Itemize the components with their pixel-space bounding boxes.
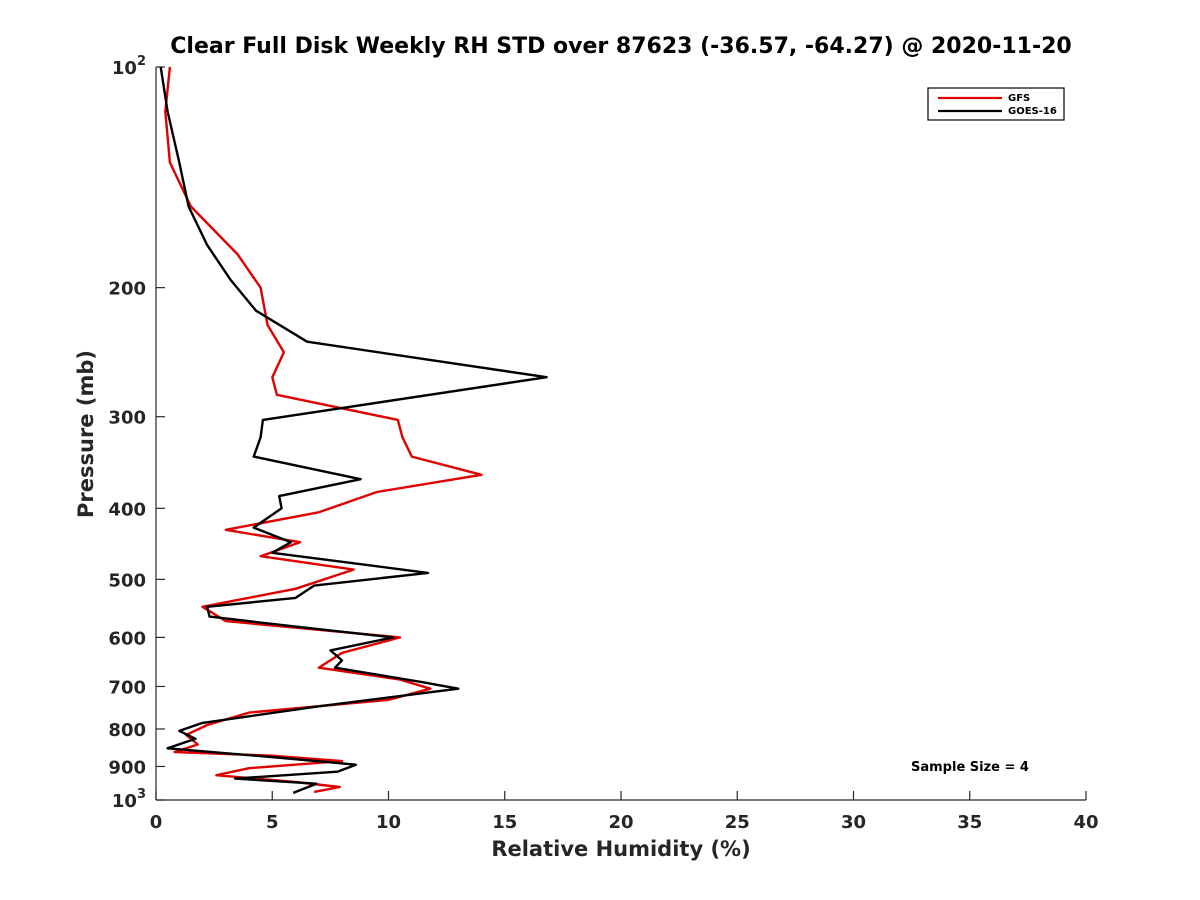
y-tick-label: 300 (108, 408, 146, 429)
plot-area: 0 5 10 15 20 25 30 35 40 102 200 300 400 500 600 700 80… (108, 54, 1098, 833)
y-tick-label: 900 (108, 757, 146, 778)
x-tick-label: 25 (725, 812, 750, 833)
x-tick-label: 40 (1073, 812, 1098, 833)
y-tick-label: 400 (108, 499, 146, 520)
series-line-gfs (164, 66, 483, 794)
legend: GFS GOES-16 (927, 87, 1065, 121)
legend-label-gfs: GFS (1008, 93, 1030, 104)
y-tick-label: 800 (108, 720, 146, 741)
y-tick-label: 600 (108, 628, 146, 649)
series-line-goes16 (159, 66, 548, 795)
chart-title: Clear Full Disk Weekly RH STD over 87623… (170, 34, 1071, 59)
x-tick-label: 15 (492, 812, 517, 833)
y-axis-label: Pressure (mb) (74, 350, 98, 518)
y-tick-label: 200 (108, 279, 146, 300)
y-axis-ticks: 102 200 300 400 500 600 700 800 900 103 (108, 54, 165, 812)
x-tick-label: 30 (841, 812, 866, 833)
x-tick-label: 35 (957, 812, 982, 833)
legend-label-goes16: GOES-16 (1008, 106, 1057, 117)
x-tick-label: 20 (608, 812, 633, 833)
y-tick-label: 103 (112, 787, 146, 812)
y-tick-label: 700 (108, 677, 146, 698)
x-tick-label: 0 (150, 812, 163, 833)
x-axis-ticks: 0 5 10 15 20 25 30 35 40 (150, 791, 1099, 833)
x-axis-label: Relative Humidity (%) (491, 837, 750, 861)
sample-size-annotation: Sample Size = 4 (911, 760, 1029, 775)
series-lines (159, 66, 548, 795)
x-tick-label: 10 (376, 812, 401, 833)
legend-box (927, 87, 1065, 121)
y-tick-label: 500 (108, 570, 146, 591)
y-tick-label: 102 (112, 54, 146, 79)
x-tick-label: 5 (266, 812, 279, 833)
